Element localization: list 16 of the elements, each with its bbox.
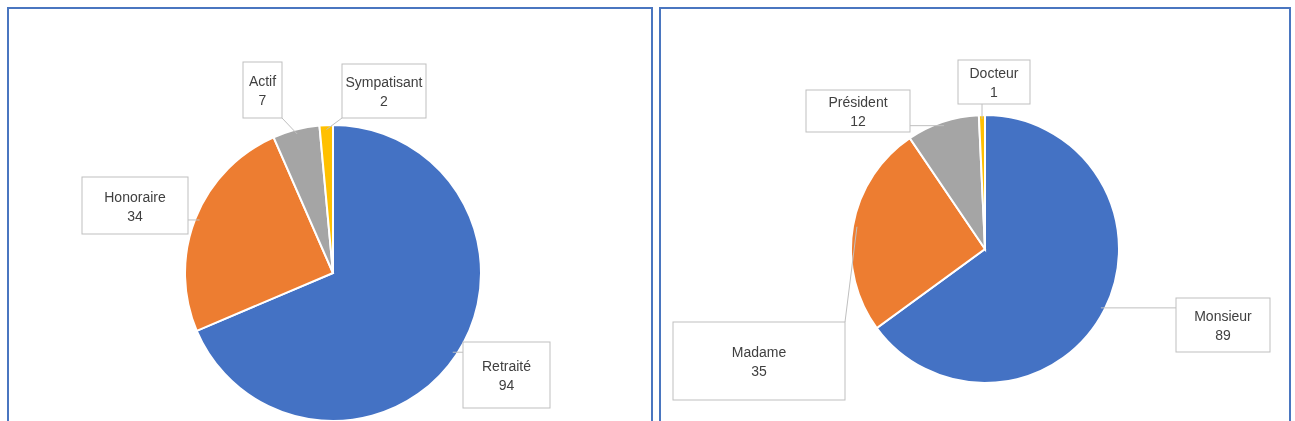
slice-label: Monsieur — [1194, 308, 1253, 324]
slice-label: Honoraire — [104, 188, 166, 205]
data-label: 12 — [850, 113, 866, 129]
data-label: 35 — [751, 363, 767, 379]
data-label: 34 — [127, 207, 143, 224]
slice-label: Actif — [248, 73, 277, 89]
slice-label: Sympatisant — [345, 74, 423, 90]
data-label: 7 — [258, 92, 267, 108]
slice-label: Madame — [731, 344, 787, 360]
slice-label: Docteur — [969, 65, 1019, 81]
slice-label: Président — [828, 94, 888, 110]
data-label: 89 — [1215, 327, 1231, 343]
data-label: 2 — [380, 93, 389, 109]
slice-label: Retraité — [481, 358, 532, 374]
data-label: 1 — [990, 84, 999, 100]
data-label: 94 — [498, 377, 515, 393]
